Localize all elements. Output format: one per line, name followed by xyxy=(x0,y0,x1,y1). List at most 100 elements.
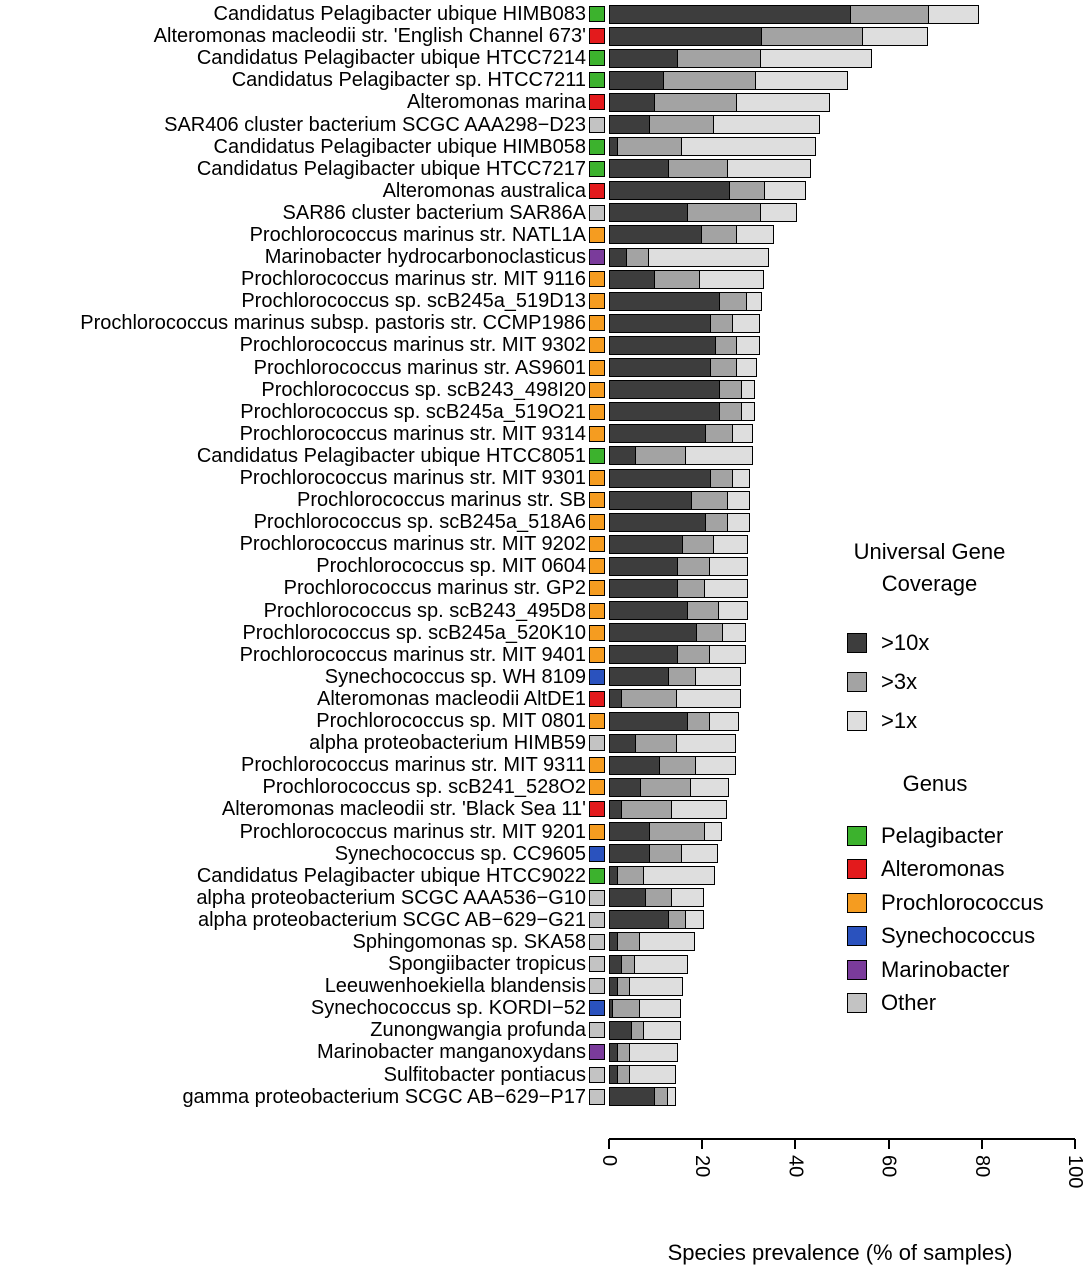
species-label: Prochlorococcus marinus str. MIT 9201 xyxy=(239,820,586,843)
bar-segment-gt1x xyxy=(713,534,749,554)
genus-swatch-alteromonas xyxy=(589,690,605,707)
species-label: Candidatus Pelagibacter ubique HIMB058 xyxy=(213,135,586,158)
species-row: Prochlorococcus sp. scB243_498I20 xyxy=(0,379,979,401)
legend-genus-items: Pelagibacter Alteromonas Prochlorococcus Sy… xyxy=(847,819,1086,1020)
species-row: Prochlorococcus marinus str. MIT 9302 xyxy=(0,334,979,356)
species-label: Synechococcus sp. CC9605 xyxy=(334,842,586,865)
genus-legend-item: Alteromonas xyxy=(847,852,1086,886)
species-row: Sulfitobacter pontiacus xyxy=(0,1064,979,1086)
bar-segment-gt1x xyxy=(736,358,758,378)
genus-swatch-prochlorococcus xyxy=(589,602,605,619)
x-axis-tick-label: 60 xyxy=(877,1155,900,1178)
stacked-bar xyxy=(609,92,830,112)
species-label: Leeuwenhoekiella blandensis xyxy=(324,975,586,998)
species-label: Prochlorococcus marinus str. MIT 9302 xyxy=(239,334,586,357)
bar-segment-gt3x xyxy=(686,601,720,621)
stacked-bar xyxy=(609,954,688,974)
genus-swatch-other xyxy=(589,1022,605,1039)
bar-segment-gt3x xyxy=(686,711,711,731)
species-row: Spongiibacter tropicus xyxy=(0,953,979,975)
x-axis-tick-label: 80 xyxy=(970,1155,993,1178)
genus-swatch-other xyxy=(589,116,605,133)
bar-segment-gt3x xyxy=(691,490,729,510)
bar-segment-gt10x xyxy=(609,490,693,510)
stacked-bar xyxy=(609,755,737,775)
bar-rows: Candidatus Pelagibacter ubique HIMB083 Al… xyxy=(0,3,979,1108)
genus-swatch-pelagibacter xyxy=(589,50,605,67)
bar-segment-gt10x xyxy=(609,313,712,333)
stacked-bar xyxy=(609,335,760,355)
species-row: Prochlorococcus marinus str. MIT 9314 xyxy=(0,423,979,445)
bar-segment-gt1x xyxy=(671,799,728,819)
species-row: Candidatus Pelagibacter sp. HTCC7211 xyxy=(0,69,979,91)
bar-segment-gt1x xyxy=(731,313,760,333)
stacked-bar xyxy=(609,667,742,687)
bar-segment-gt10x xyxy=(609,468,712,488)
species-row: alpha proteobacterium SCGC AB−629−G21 xyxy=(0,909,979,931)
bar-segment-gt3x xyxy=(635,733,678,753)
bar-segment-gt1x xyxy=(736,225,774,245)
bar-segment-gt10x xyxy=(609,446,637,466)
genus-swatch-prochlorococcus xyxy=(589,646,605,663)
species-row: Synechococcus sp. CC9605 xyxy=(0,843,979,865)
x-axis-title: Species prevalence (% of samples) xyxy=(667,1240,1013,1265)
species-row: Prochlorococcus marinus str. SB xyxy=(0,489,979,511)
species-row: Candidatus Pelagibacter ubique HIMB083 xyxy=(0,3,979,25)
genus-swatch-prochlorococcus xyxy=(589,315,605,332)
x-axis-tick xyxy=(701,1139,704,1149)
bar-segment-gt1x xyxy=(685,910,704,930)
bar-segment-gt10x xyxy=(609,380,721,400)
genus-swatch-other xyxy=(589,978,605,995)
species-label: Prochlorococcus marinus str. MIT 9314 xyxy=(239,422,586,445)
legend-coverage: Universal Gene Coverage >10x >3x >1x xyxy=(847,536,1077,741)
species-row: Prochlorococcus marinus str. MIT 9401 xyxy=(0,644,979,666)
bar-segment-gt3x xyxy=(654,92,738,112)
bar-segment-gt1x xyxy=(731,424,753,444)
bar-segment-gt1x xyxy=(717,601,749,621)
species-label: Alteromonas marina xyxy=(407,91,586,114)
coverage-legend-item: >10x xyxy=(847,624,1077,663)
stacked-bar xyxy=(609,623,746,643)
coverage-legend-label: >3x xyxy=(881,669,918,695)
bar-segment-gt1x xyxy=(862,26,928,46)
legend-coverage-items: >10x >3x >1x xyxy=(847,624,1077,741)
bar-segment-gt1x xyxy=(694,667,742,687)
species-row: Prochlorococcus marinus str. AS9601 xyxy=(0,357,979,379)
bar-segment-gt1x xyxy=(643,1020,681,1040)
bar-segment-gt10x xyxy=(609,645,679,665)
bar-segment-gt1x xyxy=(708,711,739,731)
species-row: Prochlorococcus marinus str. GP2 xyxy=(0,577,979,599)
bar-segment-gt3x xyxy=(616,137,683,157)
stacked-bar xyxy=(609,733,737,753)
genus-swatch-pelagibacter xyxy=(589,160,605,177)
bar-segment-gt10x xyxy=(609,1087,656,1107)
bar-segment-gt3x xyxy=(677,645,710,665)
stacked-bar xyxy=(609,1087,676,1107)
bar-segment-gt3x xyxy=(719,380,743,400)
bar-segment-gt3x xyxy=(710,313,734,333)
bar-segment-gt10x xyxy=(609,269,656,289)
bar-segment-gt10x xyxy=(609,225,703,245)
species-row: Leeuwenhoekiella blandensis xyxy=(0,975,979,997)
bar-segment-gt10x xyxy=(609,711,689,731)
bar-segment-gt3x xyxy=(616,866,645,886)
genus-swatch-prochlorococcus xyxy=(589,536,605,553)
stacked-bar xyxy=(609,48,872,68)
bar-segment-gt1x xyxy=(633,954,688,974)
stacked-bar xyxy=(609,711,739,731)
bar-segment-gt3x xyxy=(710,358,738,378)
species-row: Marinobacter hydrocarbonoclasticus xyxy=(0,246,979,268)
species-row: Sphingomonas sp. SKA58 xyxy=(0,931,979,953)
genus-legend-label: Prochlorococcus xyxy=(881,889,1044,915)
genus-swatch-prochlorococcus xyxy=(589,823,605,840)
genus-swatch-prochlorococcus xyxy=(589,425,605,442)
bar-segment-gt3x xyxy=(849,4,930,24)
species-label: Prochlorococcus sp. scB245a_520K10 xyxy=(242,621,586,644)
stacked-bar xyxy=(609,4,979,24)
bar-segment-gt3x xyxy=(719,291,748,311)
species-row: Prochlorococcus marinus subsp. pastoris … xyxy=(0,312,979,334)
genus-legend-label: Pelagibacter xyxy=(881,822,1004,848)
bar-segment-gt10x xyxy=(609,70,665,90)
genus-swatch-pelagibacter xyxy=(589,867,605,884)
bar-segment-gt1x xyxy=(629,976,683,996)
